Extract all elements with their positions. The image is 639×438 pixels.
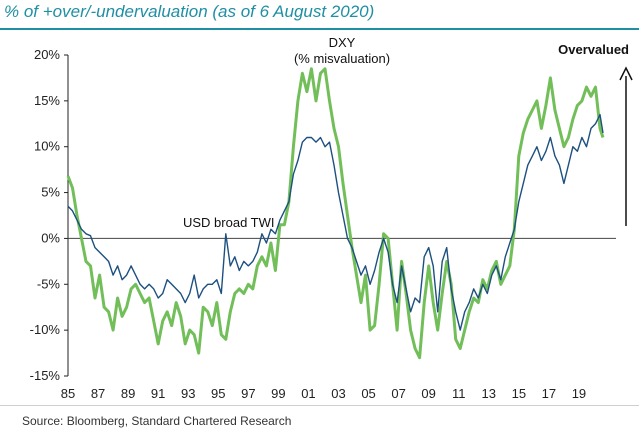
x-tick-label: 89 (121, 386, 135, 401)
x-tick-label: 09 (421, 386, 435, 401)
y-tick-label: -5% (37, 276, 61, 291)
y-tick-label: 10% (34, 139, 60, 154)
chart-title: % of +over/-undervaluation (as of 6 Augu… (4, 2, 375, 21)
dxy-label-subtitle: (% misvaluation) (294, 51, 390, 66)
x-tick-layer: 85 87 89 91 93 95 97 99 01 03 05 07 09 11 13 15 17 19 (61, 386, 586, 401)
x-tick-label: 13 (482, 386, 496, 401)
x-tick-label: 15 (512, 386, 526, 401)
x-tick-label: 05 (361, 386, 375, 401)
x-tick-label: 93 (181, 386, 195, 401)
y-tick-layer: 20% 15% 10% 5% 0% -5% -10% -15% (30, 47, 616, 383)
arrow-head-icon (619, 66, 633, 81)
x-tick-label: 99 (271, 386, 285, 401)
title-rule (0, 28, 639, 30)
series-layer (66, 67, 605, 360)
annotation-layer: DXY(% misvaluation) USD broad TWI Overvalu… (183, 35, 633, 230)
x-tick-label: 19 (572, 386, 586, 401)
y-tick-label: -15% (30, 368, 61, 383)
y-tick-label: 20% (34, 47, 60, 62)
x-tick-label: 91 (151, 386, 165, 401)
x-tick-label: 17 (542, 386, 556, 401)
twi-label: USD broad TWI (183, 215, 275, 230)
x-tick-label: 03 (331, 386, 345, 401)
x-tick-label: 85 (61, 386, 75, 401)
source-note: Source: Bloomberg, Standard Chartered Re… (22, 414, 292, 428)
x-tick-label: 11 (452, 386, 466, 401)
x-tick-label: 87 (91, 386, 105, 401)
x-tick-label: 95 (211, 386, 225, 401)
y-tick-label: 5% (41, 185, 60, 200)
dxy-series-line (66, 67, 605, 360)
y-tick-label: -10% (30, 322, 61, 337)
y-tick-label: 0% (41, 230, 60, 245)
y-tick-label: 15% (34, 93, 60, 108)
x-tick-label: 07 (391, 386, 405, 401)
twi-series-line (67, 113, 604, 331)
x-tick-label: 01 (301, 386, 315, 401)
x-tick-label: 97 (241, 386, 255, 401)
line-chart: 20% 15% 10% 5% 0% -5% -10% -15% 85 87 89 91 93 95 97 9… (30, 35, 633, 401)
footer-rule (0, 405, 639, 406)
dxy-label: DXY (329, 35, 356, 50)
overvalued-label: Overvalued (558, 42, 629, 57)
